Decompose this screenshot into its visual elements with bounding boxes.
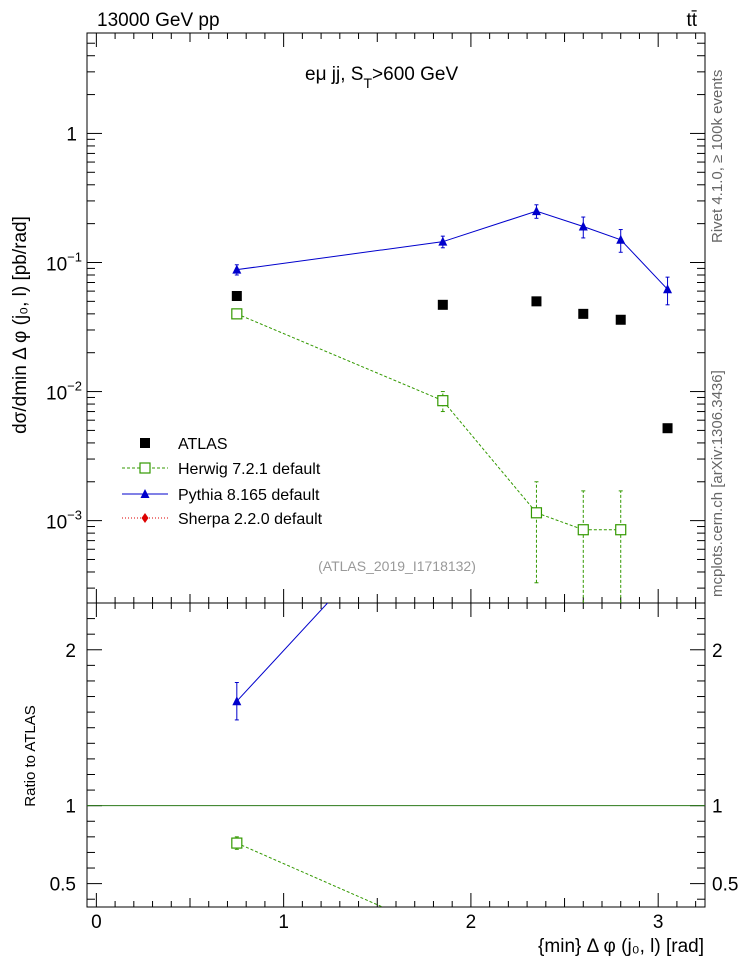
ratio-y-tick-label-right: 2	[712, 641, 723, 662]
atlas-point	[437, 299, 448, 310]
herwig-ratio-line	[236, 842, 384, 907]
legend-marker-sherpa	[141, 513, 149, 523]
y-tick-label: 10−1	[46, 249, 82, 275]
pythia-line	[236, 210, 668, 290]
ratio-panel-series	[231, 603, 384, 907]
atlas-point	[231, 291, 242, 302]
herwig-point	[437, 395, 449, 407]
herwig-point	[615, 524, 627, 536]
herwig-ratio-point	[231, 837, 243, 849]
atlas-point	[662, 423, 673, 434]
x-axis-label: {min} Δ φ (j₀, l) [rad]	[538, 936, 704, 957]
pythia-ratio-line	[236, 603, 329, 702]
chart-legend: ATLAS Herwig 7.2.1 default Pythia 8.165 de…	[122, 436, 323, 528]
atlas-point	[531, 296, 542, 307]
y-axis-label-main: dσ/dmin Δ φ (j₀, l) [pb/rad]	[10, 216, 31, 434]
ratio-plot-frame	[86, 602, 706, 908]
legend-label-atlas: ATLAS	[178, 436, 228, 453]
x-tick-label: 1	[278, 912, 289, 933]
y-tick-label-exponent: −2	[67, 379, 82, 394]
herwig-point	[231, 308, 243, 320]
ratio-y-tick-label: 1	[65, 797, 76, 818]
pythia-point	[578, 221, 588, 231]
legend-marker-pythia	[140, 489, 150, 498]
chart-data-layer	[231, 204, 673, 907]
ratio-y-tick-label: 0.5	[50, 875, 76, 896]
header-left: 13000 GeV pp	[97, 10, 220, 31]
pythia-point	[438, 236, 448, 246]
side-label-mcplots: mcplots.cern.ch [arXiv:1306.3436]	[709, 370, 726, 597]
side-label-rivet: Rivet 4.1.0, ≥ 100k events	[709, 70, 726, 243]
y-tick-label-base: 10	[46, 513, 67, 534]
y-tick-label: 10−3	[46, 508, 82, 534]
x-tick-label: 3	[653, 912, 664, 933]
y-tick-label-base: 10	[46, 254, 67, 275]
main-panel-series	[231, 204, 673, 603]
pythia-point	[232, 264, 242, 274]
y-tick-label-exponent: −1	[67, 249, 82, 264]
herwig-line	[236, 313, 621, 531]
ratio-y-tick-label: 2	[65, 641, 76, 662]
y-axis-label-ratio: Ratio to ATLAS	[22, 705, 39, 806]
pythia-ratio-point	[232, 696, 242, 706]
legend-marker-herwig	[139, 462, 151, 474]
ratio-y-tick-label-right: 0.5	[712, 875, 738, 896]
legend-marker-atlas	[140, 438, 150, 448]
x-tick-label: 2	[466, 912, 477, 933]
x-tick-label: 0	[91, 912, 102, 933]
ratio-y-tick-label-right: 1	[712, 797, 723, 818]
y-tick-label-exponent: −3	[67, 508, 82, 523]
legend-label-herwig: Herwig 7.2.1 default	[178, 461, 321, 478]
atlas-point	[615, 314, 626, 325]
legend-label-pythia: Pythia 8.165 default	[178, 487, 320, 504]
y-tick-label: 10−2	[46, 379, 82, 405]
atlas-point	[578, 308, 589, 319]
cut-label: eμ jj, ST>600 GeV	[305, 64, 458, 91]
pythia-point	[616, 234, 626, 244]
legend-label-sherpa: Sherpa 2.2.0 default	[178, 511, 323, 528]
chart-frames: 0 1 2 310−310−210−110.5 0.51 12 2	[46, 32, 738, 933]
header-right: tt̄	[686, 10, 697, 31]
pythia-point	[663, 284, 673, 294]
y-tick-label-base: 10	[46, 384, 67, 405]
pythia-point	[531, 206, 541, 216]
herwig-point	[577, 524, 589, 536]
analysis-watermark: (ATLAS_2019_I1718132)	[318, 558, 476, 574]
y-tick-label: 1	[66, 124, 77, 145]
herwig-point	[530, 507, 543, 519]
